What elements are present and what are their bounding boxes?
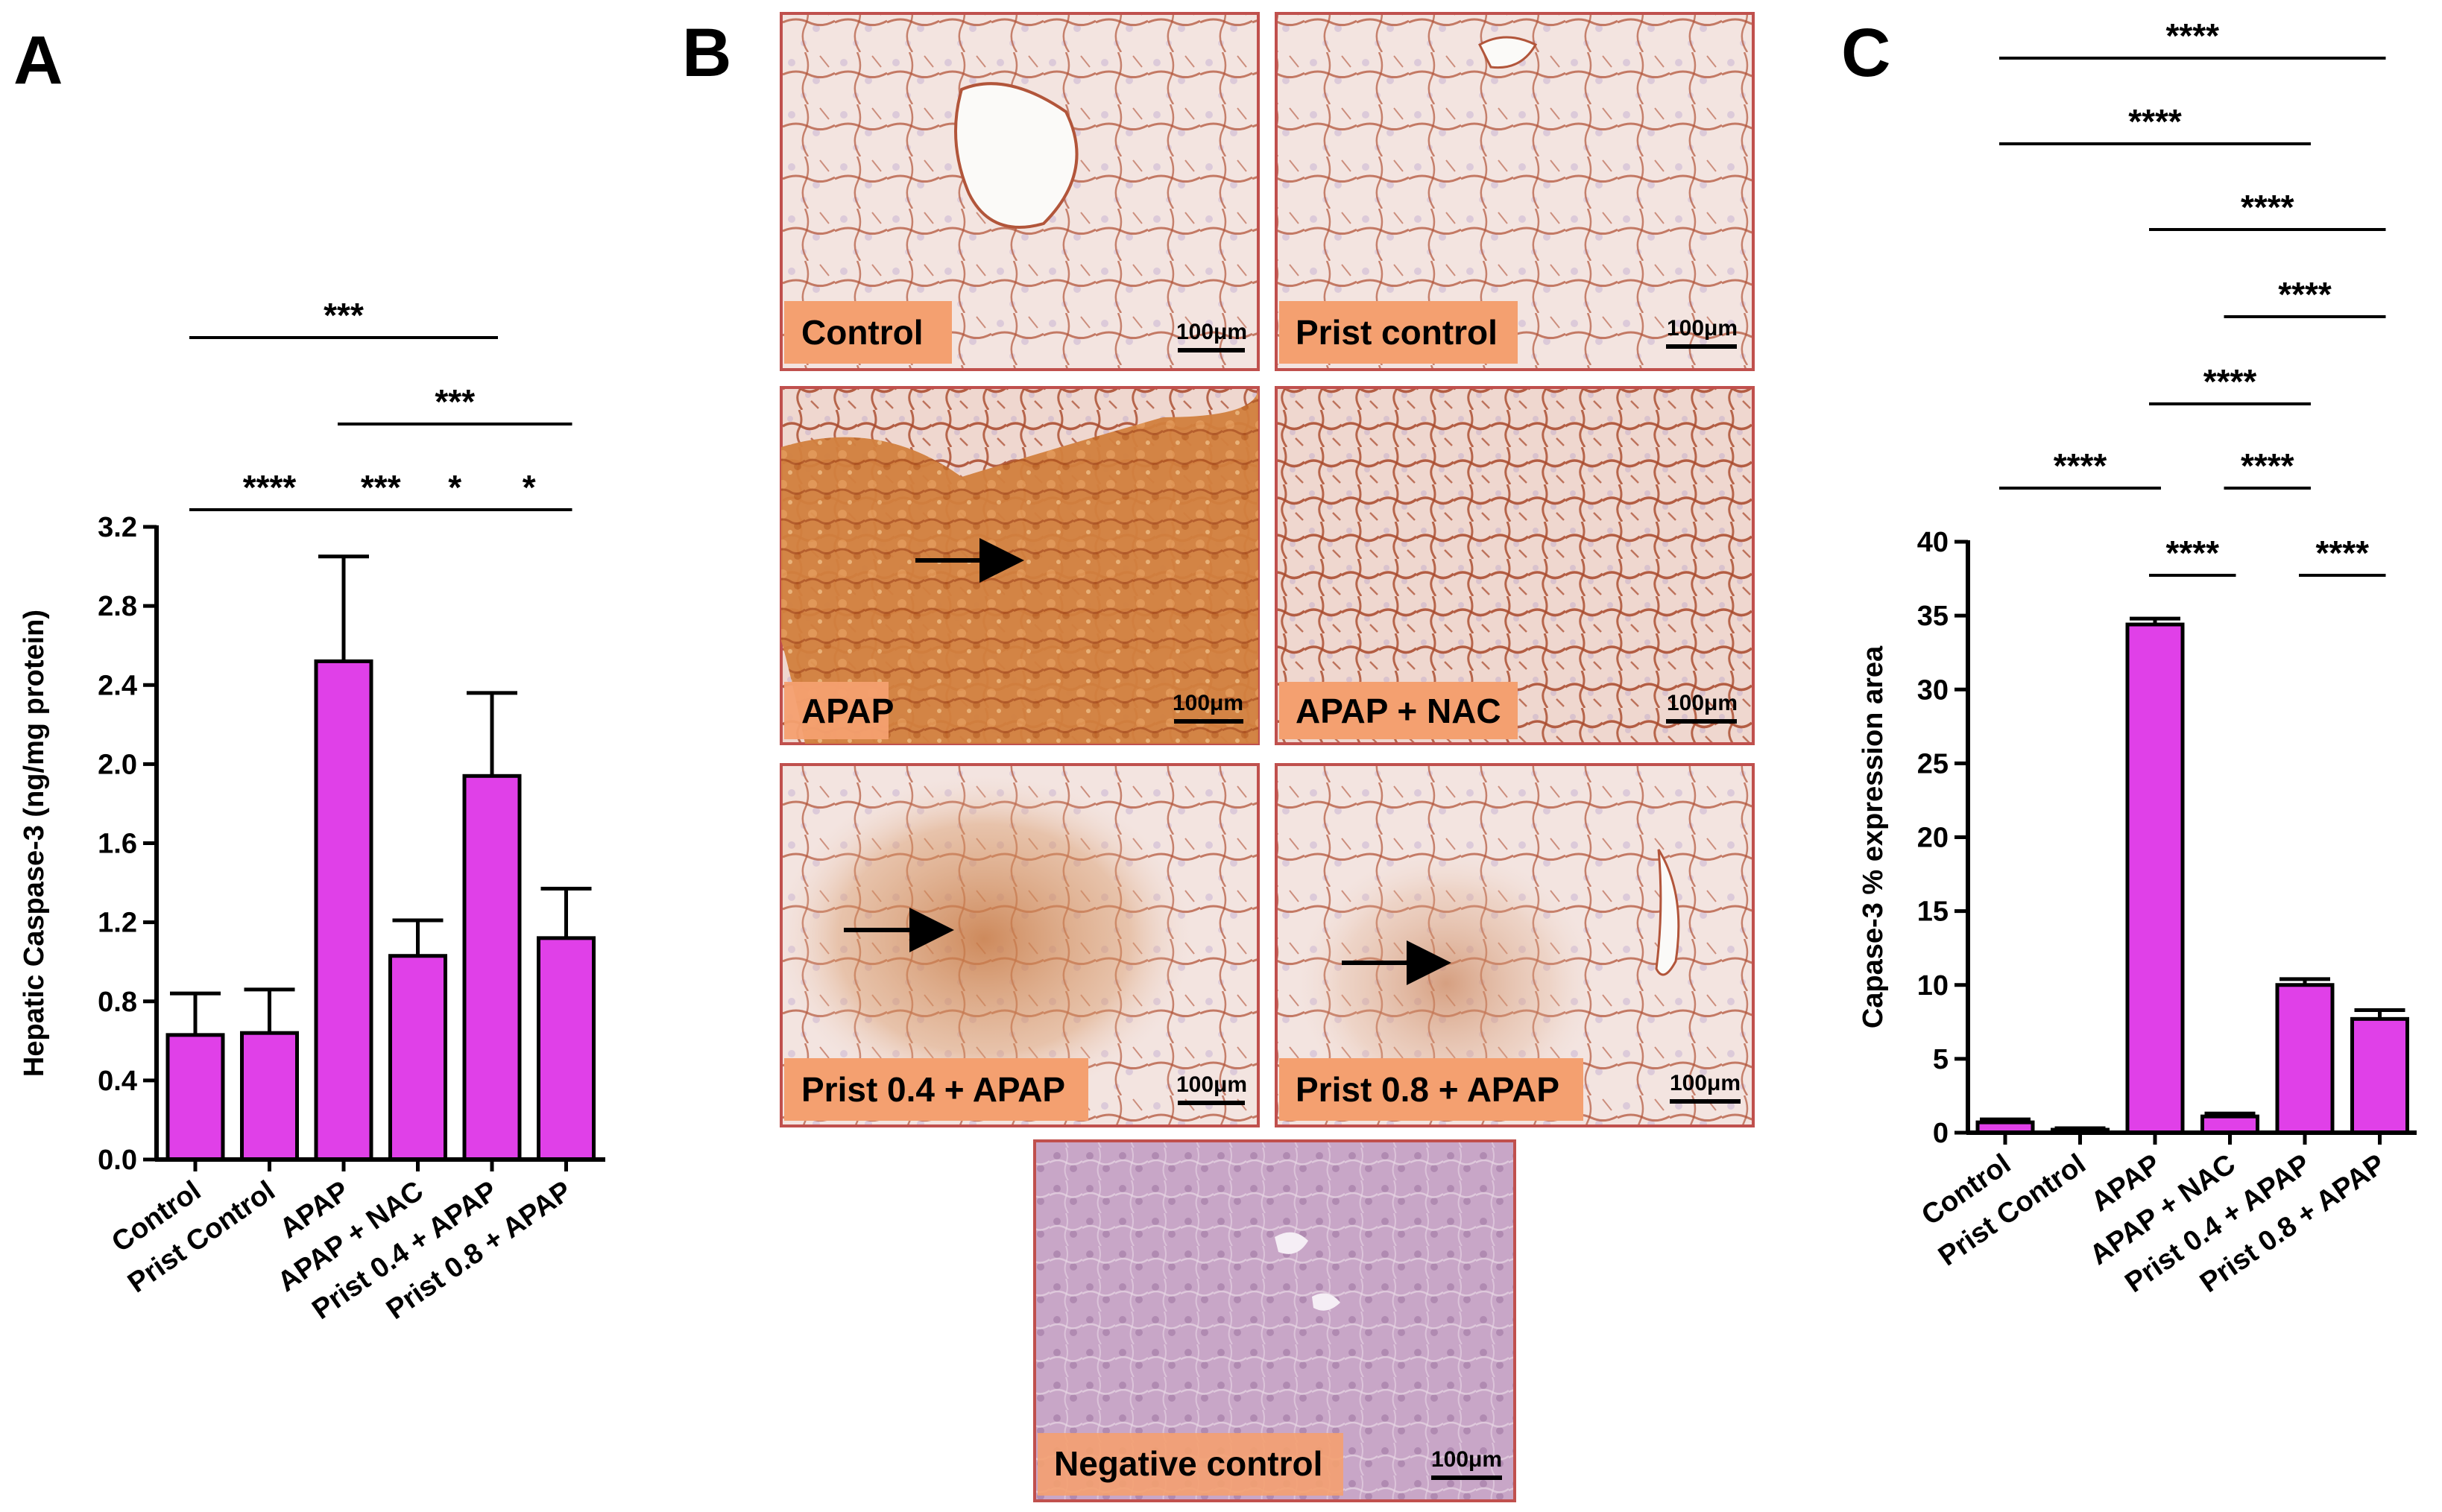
scale-bar-label: 100μm [1667,691,1738,715]
scale-bar-label: 100μm [1431,1447,1502,1472]
micrograph-label: Control [801,313,924,352]
y-tick-label: 0 [1933,1118,1949,1149]
y-tick-label: 1.6 [98,829,137,860]
significance-label: *** [435,382,475,421]
panel-c-letter: C [1841,15,1890,91]
bar [2125,622,2185,1135]
micrograph-apap: APAP 100μm [780,386,1260,745]
central-vein [1312,1293,1340,1311]
scale-bar-label: 100μm [1667,316,1738,341]
y-tick-label: 40 [1917,527,1949,558]
scale-bar-label: 100μm [1670,1071,1741,1095]
micrograph-negative-control: Negative control 100μm [1033,1139,1516,1502]
central-vein [1275,1232,1308,1254]
stained-region [775,775,1193,1103]
micrograph-control: Control 100μm [780,12,1260,371]
y-tick-label: 25 [1917,748,1949,779]
chart-c: 0 5 10 15 20 25 30 35 40 Capase-3 % expression ar… [1858,16,2417,1299]
y-tick-label: 0.0 [98,1145,137,1176]
micrograph-label-bg [784,301,952,364]
micrograph-label: APAP [801,692,894,730]
micrograph-label-bg [784,682,889,739]
central-vein [954,82,1079,229]
significance-label: *** [324,296,364,335]
micrograph-prist-08-apap: Prist 0.8 + APAP 100μm [1275,763,1755,1127]
micrograph-label: Negative control [1054,1444,1322,1483]
significance-label: *** [361,468,401,507]
panel-a-letter: A [13,22,63,98]
micrograph-prist-control: Prist control 100μm [1275,12,1755,371]
bar [2275,983,2335,1135]
y-axis-label: Capase-3 % expression area [1858,645,1889,1028]
scale-bar-label: 100μm [1176,1072,1247,1097]
micrograph-label: Prist 0.4 + APAP [801,1070,1065,1109]
y-tick-label: 30 [1917,674,1949,706]
scale-bar-label: 100μm [1176,320,1247,344]
micrograph-label: Prist control [1296,313,1498,352]
micrograph-label-bg [1279,301,1518,364]
significance-label: **** [2241,446,2294,485]
significance-label: **** [2315,534,2369,572]
bar [462,774,522,1162]
micrograph-label-bg [1279,1058,1583,1121]
micrograph-label: APAP + NAC [1296,692,1501,730]
bar [388,954,447,1162]
central-vein [1655,849,1680,976]
significance-label: **** [2165,534,2219,572]
y-tick-label: 20 [1917,823,1949,854]
significance-label: **** [2054,446,2107,485]
y-tick-label: 0.8 [98,987,137,1018]
micrograph-prist-04-apap: Prist 0.4 + APAP 100μm [775,763,1260,1127]
central-vein [1478,36,1538,69]
y-tick-label: 0.4 [98,1066,137,1097]
bar [2350,1016,2409,1135]
bar [2200,1114,2259,1135]
y-tick-label: 35 [1917,601,1949,632]
y-axis-label: Hepatic Caspase-3 (ng/mg protein) [19,610,50,1077]
significance-label: **** [2241,188,2294,227]
micrograph-label: Prist 0.8 + APAP [1296,1070,1559,1109]
bar [165,1033,225,1162]
bar [314,659,373,1162]
y-tick-label: 3.2 [98,512,137,543]
significance-label: * [448,468,461,507]
micrograph-apap-nac: APAP + NAC 100μm [1275,386,1755,745]
y-tick-label: 2.8 [98,591,137,622]
micrograph-label-bg [784,1058,1088,1121]
y-tick-label: 1.2 [98,908,137,939]
y-tick-label: 2.0 [98,749,137,780]
bar [240,1031,299,1162]
y-tick-label: 15 [1917,896,1949,928]
y-tick-label: 5 [1933,1044,1949,1075]
y-tick-label: 10 [1917,970,1949,1002]
chart-a: 0.0 0.4 0.8 1.2 1.6 2.0 2.4 2.8 3.2 Hepatic Caspa… [19,296,605,1326]
significance-label: **** [2278,275,2332,314]
y-tick-label: 2.4 [98,670,137,701]
micrograph-label-bg [1279,682,1518,739]
panel-b-letter: B [682,15,731,91]
scale-bar-label: 100μm [1173,691,1243,715]
significance-label: **** [2203,362,2257,401]
micrograph-panel: Control 100μm Prist control 100μm APAP 1… [775,12,1755,1502]
significance-label: **** [2165,16,2219,55]
significance-label: **** [243,468,297,507]
significance-label: * [523,468,536,507]
significance-label: **** [2128,102,2182,141]
micrograph-label-bg [1038,1433,1343,1496]
bar [537,936,596,1162]
